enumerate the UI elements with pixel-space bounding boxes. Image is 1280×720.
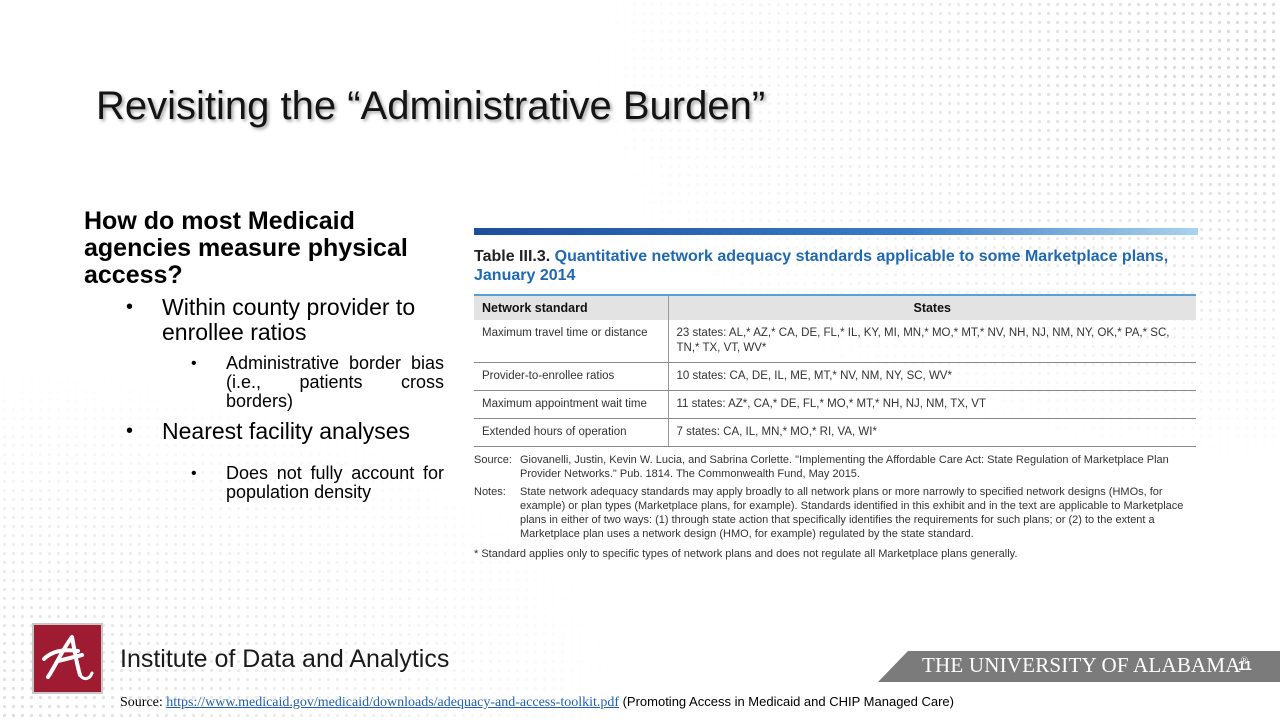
source-label: Source:	[120, 695, 163, 710]
source-note-label: Source:	[474, 454, 512, 466]
table-caption: Table III.3. Quantitative network adequa…	[474, 247, 1198, 285]
table-caption-text: Quantitative network adequacy standards …	[474, 248, 1169, 284]
cell-standard: Maximum appointment wait time	[474, 390, 668, 419]
table-notes: Source: Giovanelli, Justin, Kevin W. Luc…	[474, 453, 1198, 561]
cell-standard: Maximum travel time or distance	[474, 320, 668, 363]
cell-states: 7 states: CA, IL, MN,* MO,* RI, VA, WI*	[667, 418, 1196, 447]
slide-title: Revisiting the “Administrative Burden”	[96, 84, 766, 128]
question-heading: How do most Medicaid agencies measure ph…	[84, 207, 408, 289]
source-link[interactable]: https://www.medicaid.gov/medicaid/downlo…	[166, 695, 620, 710]
source-citation: Source: https://www.medicaid.gov/medicai…	[120, 694, 954, 711]
table-number: Table III.3.	[474, 248, 551, 265]
table-figure: Table III.3. Quantitative network adequa…	[474, 228, 1198, 561]
table-header-row: Network standard States	[474, 294, 1196, 320]
network-standards-table: Network standard States Maximum travel t…	[474, 294, 1196, 447]
notes-text: State network adequacy standards may app…	[520, 486, 1184, 540]
ua-logo-icon	[42, 635, 94, 681]
institute-name: Institute of Data and Analytics	[120, 645, 450, 673]
source-note: Source: Giovanelli, Justin, Kevin W. Luc…	[474, 453, 1198, 481]
bullet-list: Within county provider to enrollee ratio…	[84, 295, 444, 502]
notes-note: Notes: State network adequacy standards …	[474, 485, 1198, 541]
table-top-rule	[474, 228, 1198, 235]
bullet-item: Within county provider to enrollee ratio…	[84, 295, 444, 345]
registered-mark: ®	[1240, 656, 1249, 667]
header-states: States	[667, 294, 1196, 320]
cell-states: 11 states: AZ*, CA,* DE, FL,* MO,* MT,* …	[667, 390, 1196, 419]
cell-states: 10 states: CA, DE, IL, ME, MT,* NV, NM, …	[667, 362, 1196, 391]
slide-number: 11	[1238, 658, 1252, 673]
table-row: Provider-to-enrollee ratios 10 states: C…	[474, 362, 1196, 391]
cell-standard: Extended hours of operation	[474, 418, 668, 447]
bullet-item: Nearest facility analyses	[84, 419, 444, 445]
sub-bullet-item: Does not fully account for population de…	[84, 464, 444, 502]
university-name: THE UNIVERSITY OF ALABAMA®	[922, 653, 1248, 678]
header-network-standard: Network standard	[474, 294, 668, 320]
table-row: Maximum travel time or distance 23 state…	[474, 320, 1196, 363]
left-content: How do most Medicaid agencies measure ph…	[84, 208, 444, 502]
cell-states: 23 states: AL,* AZ,* CA, DE, FL,* IL, KY…	[667, 320, 1196, 363]
table-row: Extended hours of operation 7 states: CA…	[474, 418, 1196, 447]
source-note-text: Giovanelli, Justin, Kevin W. Lucia, and …	[520, 454, 1169, 480]
notes-label: Notes:	[474, 486, 506, 498]
source-description: (Promoting Access in Medicaid and CHIP M…	[622, 694, 954, 709]
university-banner	[878, 651, 1280, 682]
table-footnote: * Standard applies only to specific type…	[474, 548, 1018, 560]
sub-bullet-item: Administrative border bias (i.e., patien…	[84, 354, 444, 411]
table-row: Maximum appointment wait time 11 states:…	[474, 390, 1196, 419]
university-name-text: THE UNIVERSITY OF ALABAMA	[922, 653, 1241, 677]
ua-script-a-logo	[32, 623, 103, 694]
cell-standard: Provider-to-enrollee ratios	[474, 362, 668, 391]
